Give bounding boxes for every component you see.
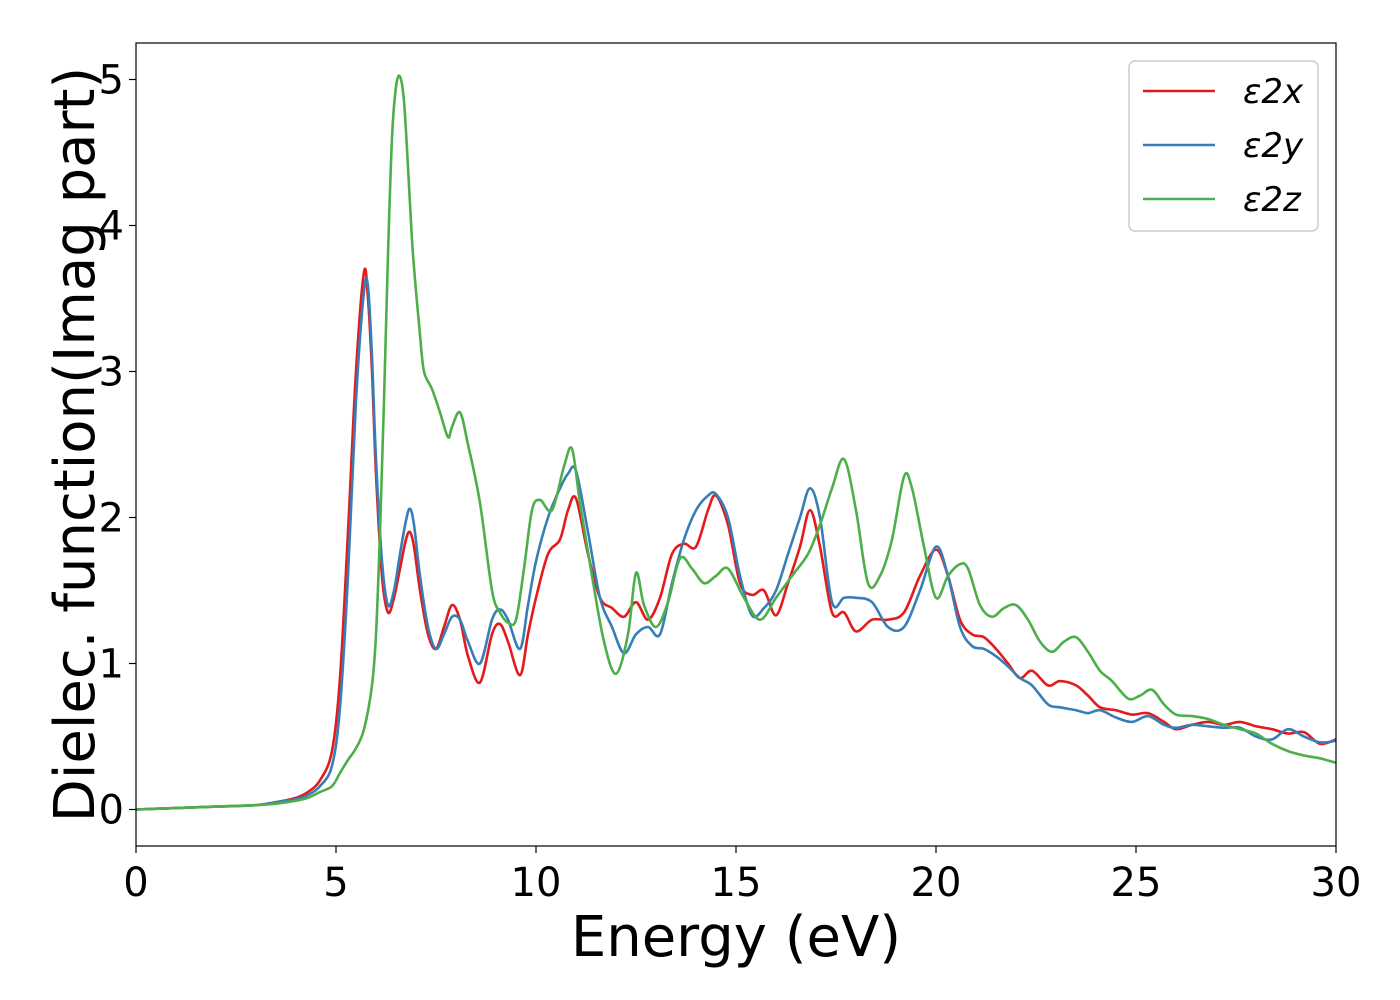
legend-box	[1128, 60, 1319, 232]
x-tick-label: 15	[711, 860, 762, 906]
x-tick-label: 30	[1311, 860, 1362, 906]
x-tick-label: 20	[911, 860, 962, 906]
series-layer	[136, 74, 1336, 811]
legend-label-1: ε2x	[1243, 72, 1304, 112]
y-ticks: 0 1 2 3 4 5	[99, 58, 136, 834]
legend-label-2: ε2y	[1243, 126, 1304, 166]
y-tick-label: 1	[99, 642, 124, 688]
y-tick-label: 2	[99, 496, 124, 542]
y-tick-label: 5	[99, 58, 124, 104]
y-tick-label: 0	[99, 788, 124, 834]
x-tick-label: 10	[511, 860, 562, 906]
legend-label-3: ε2z	[1243, 180, 1302, 220]
series-line-1	[136, 267, 1336, 811]
x-tick-label: 25	[1111, 860, 1162, 906]
legend: ε2x ε2y ε2z	[1128, 60, 1319, 232]
y-tick-label: 3	[99, 350, 124, 396]
y-axis-title: Dielec. function(Imag part)	[43, 67, 108, 823]
x-tick-label: 5	[323, 860, 348, 906]
y-tick-label: 4	[99, 204, 124, 250]
x-tick-label: 0	[123, 860, 148, 906]
x-axis-title: Energy (eV)	[571, 905, 901, 970]
series-line-3	[136, 74, 1336, 811]
series-line-2	[136, 276, 1336, 811]
x-ticks: 0 5 10 15 20 25 30	[123, 846, 1361, 906]
